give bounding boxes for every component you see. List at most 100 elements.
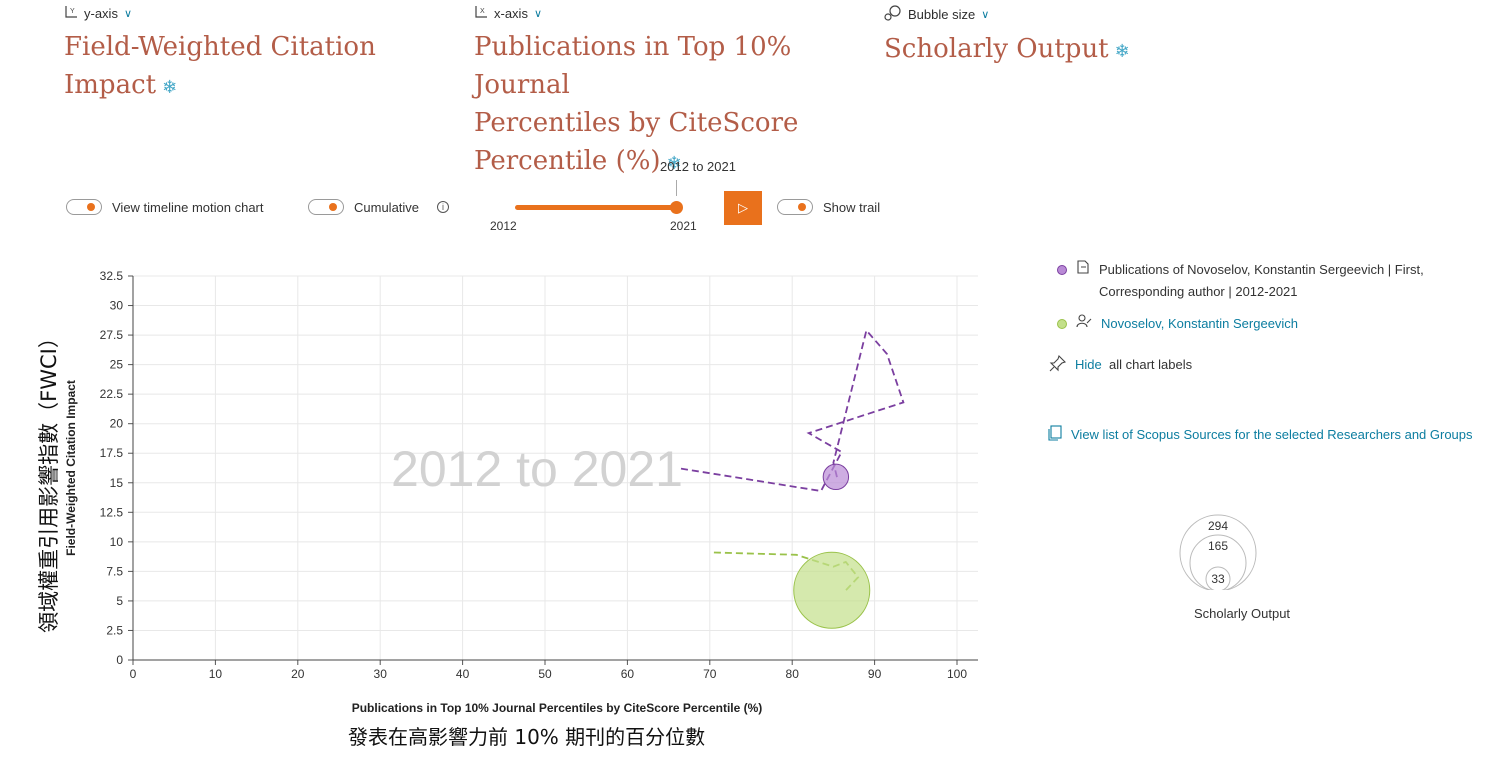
y-axis-title: Field-Weighted Citation Impact bbox=[64, 380, 78, 556]
bubble-icon bbox=[884, 5, 902, 24]
chevron-down-icon[interactable]: ∨ bbox=[981, 9, 990, 21]
series2-dot-icon bbox=[1057, 319, 1067, 329]
x-tick-label: 60 bbox=[621, 667, 635, 681]
bubble-size-metric[interactable]: Scholarly Output ❄ bbox=[884, 30, 1184, 71]
snowflake-icon: ❄ bbox=[666, 153, 682, 174]
y-tick-label: 2.5 bbox=[106, 623, 123, 637]
y-tick-label: 32.5 bbox=[100, 269, 124, 283]
x-tick-label: 10 bbox=[209, 667, 223, 681]
y-axis-label: y-axis bbox=[84, 6, 118, 21]
play-button[interactable]: ▷ bbox=[724, 191, 762, 225]
x-tick-label: 0 bbox=[130, 667, 137, 681]
x-axis-metric-line3: Percentile (%) bbox=[474, 146, 661, 176]
y-tick-label: 20 bbox=[110, 417, 124, 431]
timeline-slider-track[interactable] bbox=[515, 205, 677, 210]
y-axis-metric[interactable]: Field-Weighted Citation Impact ❄ bbox=[64, 28, 394, 107]
chevron-down-icon[interactable]: ∨ bbox=[123, 8, 133, 20]
y-tick-label: 15 bbox=[110, 476, 124, 490]
x-axis-chinese-annotation: 發表在高影響力前 10% 期刊的百分位數 bbox=[348, 725, 706, 749]
series1-dot-icon bbox=[1057, 265, 1067, 275]
chart-watermark: 2012 to 2021 bbox=[391, 441, 683, 497]
view-sources-row[interactable]: View list of Scopus Sources for the sele… bbox=[1047, 424, 1492, 449]
svg-text:Y: Y bbox=[70, 8, 75, 15]
size-value-165: 165 bbox=[1208, 539, 1228, 553]
x-tick-label: 80 bbox=[786, 667, 800, 681]
x-tick-label: 100 bbox=[947, 667, 967, 681]
size-circle-33 bbox=[1205, 566, 1231, 590]
slider-range-label: 2012 to 2021 bbox=[660, 159, 736, 174]
bubble-size-selector[interactable]: Bubble size ∨ bbox=[884, 5, 989, 24]
researcher-icon bbox=[1075, 313, 1093, 336]
trail-toggle-label: Show trail bbox=[823, 199, 881, 215]
y-tick-label: 12.5 bbox=[100, 505, 124, 519]
y-tick-label: 25 bbox=[110, 358, 124, 372]
trail-toggle[interactable] bbox=[777, 199, 813, 215]
pin-icon bbox=[1049, 354, 1067, 379]
x-axis-label: x-axis bbox=[494, 6, 528, 21]
x-axis-metric-line2: Percentiles by CiteScore bbox=[474, 108, 799, 138]
x-tick-label: 50 bbox=[538, 667, 552, 681]
chart-bubbles bbox=[793, 463, 871, 629]
slider-end-label: 2021 bbox=[670, 219, 697, 233]
size-value-33: 33 bbox=[1211, 572, 1225, 586]
cumulative-toggle-group[interactable]: Cumulative i bbox=[308, 199, 450, 215]
info-icon[interactable]: i bbox=[437, 201, 450, 213]
x-tick-label: 20 bbox=[291, 667, 305, 681]
legend: Publications of Novoselov, Konstantin Se… bbox=[1049, 259, 1477, 379]
timeline-toggle-label: View timeline motion chart bbox=[112, 199, 264, 215]
y-axis-selector[interactable]: Y y-axis ∨ bbox=[64, 5, 132, 22]
chevron-down-icon[interactable]: ∨ bbox=[533, 8, 543, 20]
bubble-size-metric-text: Scholarly Output bbox=[884, 34, 1109, 64]
bubble-size-caption: Scholarly Output bbox=[1193, 606, 1291, 621]
hide-labels-text: all chart labels bbox=[1108, 357, 1193, 372]
slider-handle[interactable] bbox=[670, 201, 683, 214]
hide-labels-row: Hide all chart labels bbox=[1049, 354, 1477, 379]
slider-tick bbox=[676, 180, 677, 196]
y-tick-label: 0 bbox=[116, 653, 123, 667]
size-circle-294 bbox=[1179, 514, 1257, 590]
copy-icon bbox=[1047, 424, 1063, 449]
y-tick-label: 30 bbox=[110, 299, 124, 313]
bubble-chart: 0 10 20 30 40 50 60 70 80 90 100 0 2.5 5 7.5 10 12.5 15 17… bbox=[64, 269, 978, 715]
x-tick-label: 70 bbox=[703, 667, 717, 681]
document-icon bbox=[1075, 259, 1091, 282]
size-circle-165 bbox=[1189, 534, 1247, 590]
legend-item-series2[interactable]: Novoselov, Konstantin Sergeevich bbox=[1057, 313, 1477, 336]
hide-labels-link[interactable]: Hide bbox=[1075, 357, 1102, 372]
legend-item-series1[interactable]: Publications of Novoselov, Konstantin Se… bbox=[1057, 259, 1477, 303]
timeline-toggle[interactable] bbox=[66, 199, 102, 215]
cumulative-toggle-label: Cumulative bbox=[354, 199, 420, 215]
play-icon: ▷ bbox=[738, 200, 748, 215]
x-axis-metric-line1: Publications in Top 10% Journal bbox=[474, 32, 792, 100]
x-axis-icon: X bbox=[474, 5, 488, 22]
bubble-size-legend: 294 165 33 bbox=[1179, 514, 1257, 590]
y-tick-label: 10 bbox=[110, 535, 124, 549]
slider-start-label: 2012 bbox=[490, 219, 517, 233]
trail-toggle-group[interactable]: Show trail bbox=[777, 199, 880, 215]
timeline-toggle-group[interactable]: View timeline motion chart bbox=[66, 199, 264, 215]
snowflake-icon: ❄ bbox=[1114, 41, 1130, 62]
y-axis-metric-text: Field-Weighted Citation Impact bbox=[64, 32, 376, 100]
x-tick-label: 30 bbox=[374, 667, 388, 681]
legend-series1-line1: Publications of Novoselov, Konstantin Se… bbox=[1099, 262, 1424, 277]
y-axis-icon: Y bbox=[64, 5, 78, 22]
bubble-series-1 bbox=[822, 463, 850, 491]
y-tick-label: 27.5 bbox=[100, 328, 124, 342]
y-tick-label: 22.5 bbox=[100, 387, 124, 401]
bubble-size-label: Bubble size bbox=[908, 7, 976, 22]
chart-axes: 0 10 20 30 40 50 60 70 80 90 100 0 2.5 5 7.5 10 12.5 15 17… bbox=[100, 269, 978, 681]
x-tick-label: 40 bbox=[456, 667, 470, 681]
x-axis-selector[interactable]: X x-axis ∨ bbox=[474, 5, 542, 22]
legend-series2-link[interactable]: Novoselov, Konstantin Sergeevich bbox=[1101, 316, 1299, 331]
legend-series1-line2: Corresponding author | 2012-2021 bbox=[1099, 284, 1298, 299]
bubble-series-2 bbox=[793, 551, 871, 629]
x-axis-metric[interactable]: Publications in Top 10% Journal Percenti… bbox=[474, 28, 854, 183]
x-axis-title: Publications in Top 10% Journal Percenti… bbox=[352, 701, 763, 715]
cumulative-toggle[interactable] bbox=[308, 199, 344, 215]
snowflake-icon: ❄ bbox=[162, 77, 178, 98]
size-value-294: 294 bbox=[1208, 519, 1228, 533]
y-tick-label: 17.5 bbox=[100, 446, 124, 460]
svg-text:X: X bbox=[480, 8, 485, 15]
view-sources-link[interactable]: View list of Scopus Sources for the sele… bbox=[1071, 427, 1473, 442]
y-tick-label: 7.5 bbox=[106, 564, 123, 578]
